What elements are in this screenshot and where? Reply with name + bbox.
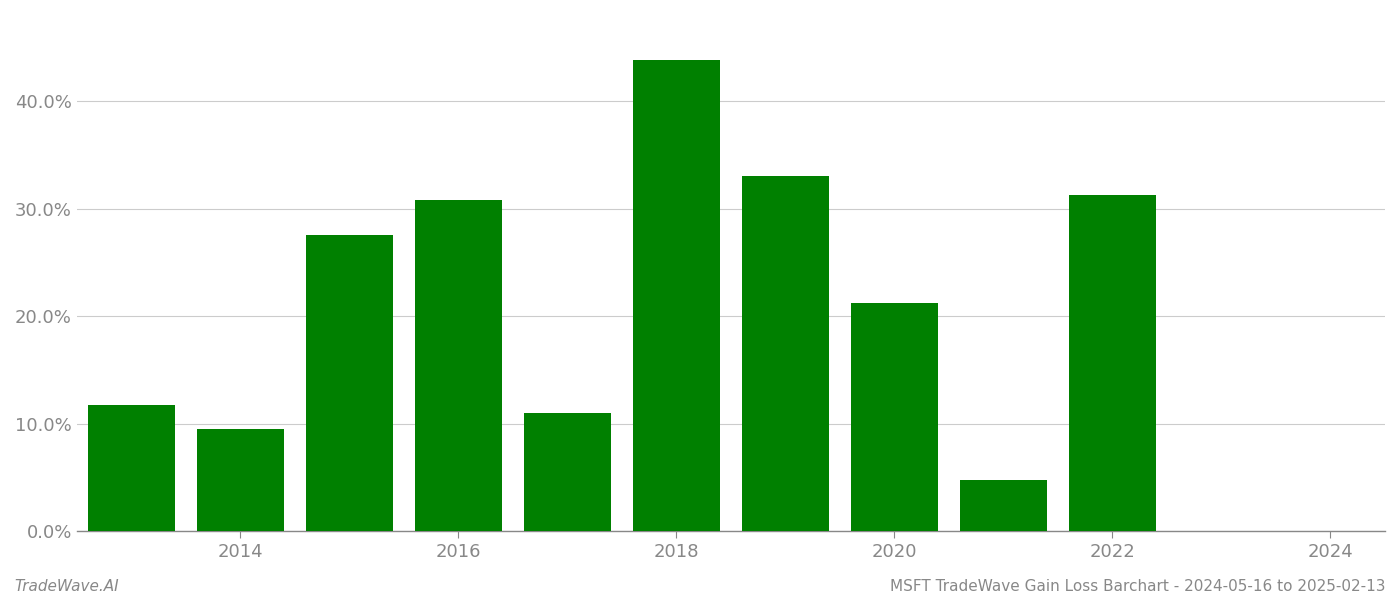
Bar	[851, 303, 938, 531]
Bar	[196, 429, 284, 531]
Bar	[1068, 194, 1156, 531]
Bar	[88, 406, 175, 531]
Bar	[414, 200, 503, 531]
Bar	[960, 479, 1047, 531]
Bar	[305, 235, 393, 531]
Text: MSFT TradeWave Gain Loss Barchart - 2024-05-16 to 2025-02-13: MSFT TradeWave Gain Loss Barchart - 2024…	[890, 579, 1386, 594]
Bar	[524, 413, 610, 531]
Bar	[633, 60, 720, 531]
Text: TradeWave.AI: TradeWave.AI	[14, 579, 119, 594]
Bar	[742, 176, 829, 531]
